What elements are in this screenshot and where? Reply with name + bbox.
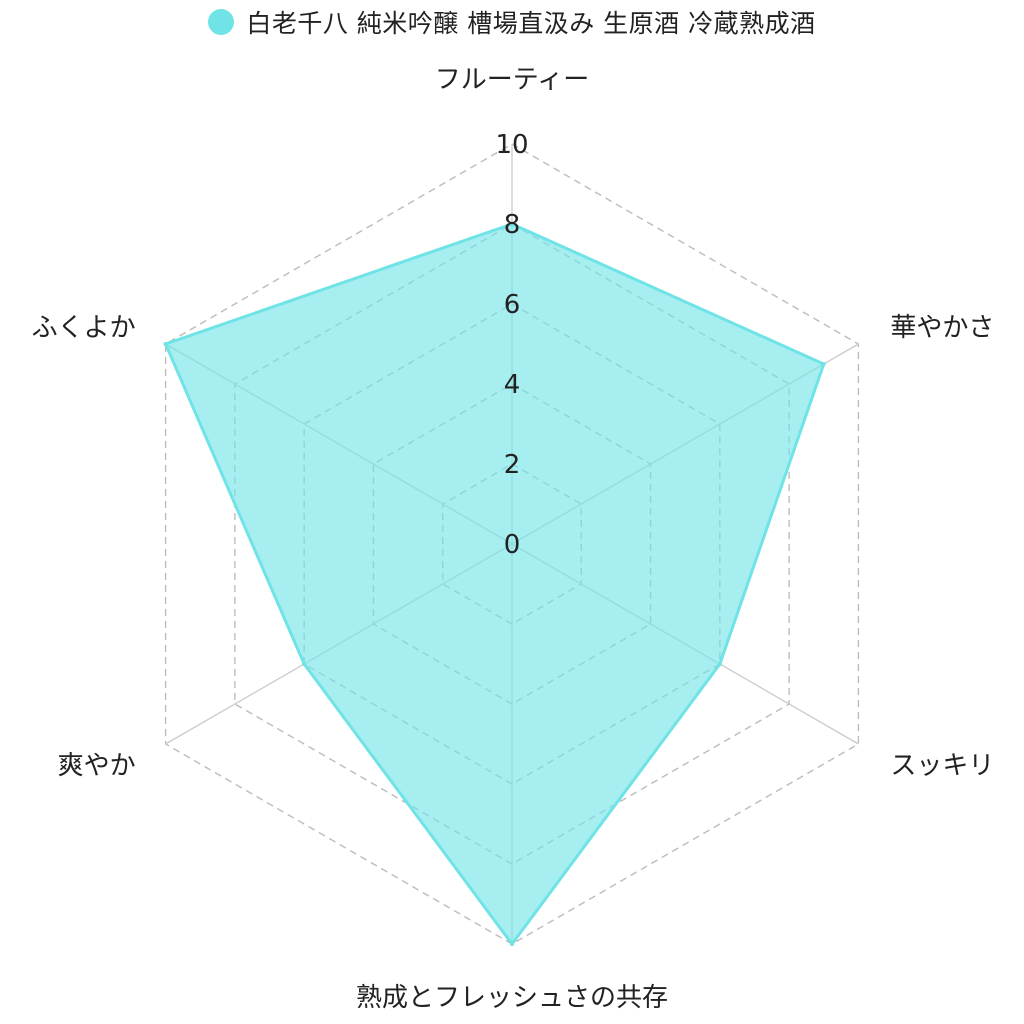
data-point[interactable] — [510, 942, 514, 946]
axis-label: 爽やか — [58, 751, 136, 781]
data-point[interactable] — [163, 342, 168, 346]
data-point[interactable] — [510, 222, 514, 226]
axis-label: フルーティー — [435, 65, 589, 95]
tick-labels: 0 2 4 6 8 10 — [495, 130, 528, 560]
legend-swatch[interactable] — [208, 9, 235, 35]
tick-label: 6 — [504, 290, 521, 320]
tick-label: 10 — [495, 130, 528, 160]
series-layer — [163, 222, 826, 947]
axis-label: 熟成とフレッシュさの共存 — [356, 983, 668, 1013]
axis-label: ふくよか — [32, 313, 136, 343]
tick-label: 8 — [504, 210, 521, 240]
data-point[interactable] — [302, 662, 307, 666]
tick-label: 0 — [504, 530, 521, 560]
legend: 白老千八 純米吟醸 槽場直汲み 生原酒 冷蔵熟成酒 — [0, 4, 1024, 40]
data-point[interactable] — [717, 662, 722, 666]
axis-label: スッキリ — [890, 751, 994, 781]
tick-label: 2 — [504, 450, 521, 480]
data-point[interactable] — [821, 362, 826, 366]
axis-label: 華やかさ — [890, 313, 994, 343]
series-area[interactable] — [163, 222, 826, 947]
tick-label: 4 — [504, 370, 521, 400]
legend-label: 白老千八 純米吟醸 槽場直汲み 生原酒 冷蔵熟成酒 — [246, 9, 816, 38]
